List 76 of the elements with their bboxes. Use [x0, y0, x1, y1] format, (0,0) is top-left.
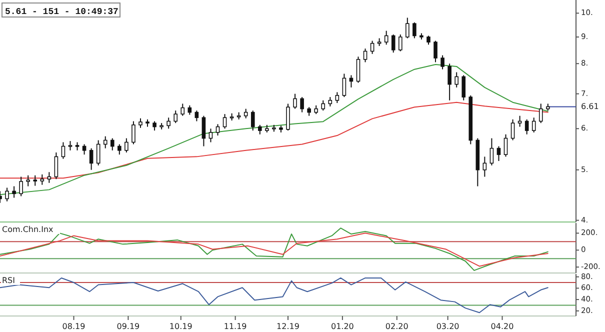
candlestick	[448, 63, 452, 101]
candlestick	[490, 138, 494, 166]
candlestick	[19, 176, 23, 197]
candlestick	[82, 144, 86, 156]
candlestick	[518, 115, 522, 128]
x-tick-label: 04.20	[490, 322, 514, 331]
candlestick	[174, 110, 178, 124]
candlestick	[412, 22, 416, 39]
x-tick-label: 12.19	[276, 322, 300, 331]
x-tick-label: 10.19	[169, 322, 192, 331]
candlestick	[103, 136, 108, 149]
candlestick	[12, 186, 16, 198]
candlestick	[132, 120, 136, 145]
x-tick-label: 08.19	[62, 322, 86, 331]
candlestick	[5, 187, 9, 202]
candlestick	[222, 114, 227, 130]
candlestick	[496, 146, 501, 162]
candlestick	[216, 124, 220, 136]
candlestick	[26, 174, 30, 187]
candlestick	[47, 172, 52, 184]
x-tick-label: 01.20	[330, 322, 354, 331]
candlestick	[89, 148, 94, 170]
candlestick	[504, 134, 508, 158]
candlestick	[342, 73, 346, 98]
candlestick	[406, 17, 410, 39]
candlestick	[482, 156, 487, 178]
candlestick	[363, 48, 368, 63]
candlestick	[33, 174, 38, 186]
candlestick	[356, 56, 360, 84]
candlestick	[398, 34, 402, 52]
line-series	[0, 277, 548, 314]
annotation: 5.61 - 151 - 10:49:37	[5, 7, 118, 17]
candlestick	[110, 138, 114, 151]
candlestick	[335, 92, 340, 104]
candlestick	[124, 138, 128, 153]
candlestick	[61, 142, 66, 160]
candlestick	[166, 117, 170, 130]
candlestick	[440, 54, 444, 70]
candlestick	[138, 118, 142, 128]
candlestick	[54, 152, 58, 180]
x-tick-label: 09.19	[116, 322, 140, 331]
candlestick	[118, 144, 122, 156]
candlestick	[462, 74, 466, 101]
candlestick	[96, 140, 100, 166]
candlestick	[188, 104, 192, 116]
candlestick	[258, 124, 262, 135]
candlestick	[384, 30, 388, 46]
candlestick	[524, 118, 529, 135]
candlestick	[293, 93, 297, 110]
candlestick	[391, 34, 396, 54]
candlestick	[244, 108, 248, 119]
candlestick	[40, 174, 44, 186]
candlestick	[328, 96, 332, 107]
candlestick	[202, 115, 206, 147]
candlestick	[152, 120, 156, 132]
candlestick	[434, 40, 438, 63]
x-tick-label: 03.20	[436, 322, 460, 331]
x-tick-label: 11.19	[224, 322, 247, 331]
candlestick	[286, 103, 290, 132]
candlestick	[180, 103, 185, 116]
chart-title: RSI	[2, 276, 15, 285]
line-series	[0, 102, 548, 179]
candlestick	[208, 128, 213, 143]
candlestick	[68, 140, 72, 151]
candlestick	[250, 110, 255, 132]
candlestick	[300, 96, 304, 113]
candlestick	[454, 72, 458, 88]
candlestick	[321, 100, 326, 112]
ref-line-label: 6.61	[581, 102, 599, 111]
chart-title: Com.Chn.Inx	[2, 225, 54, 234]
x-tick-label: 02.20	[385, 322, 408, 331]
candlestick	[532, 117, 536, 133]
candlestick	[538, 103, 543, 124]
candlestick	[370, 40, 374, 54]
candlestick	[510, 118, 515, 141]
candlestick	[194, 110, 199, 122]
